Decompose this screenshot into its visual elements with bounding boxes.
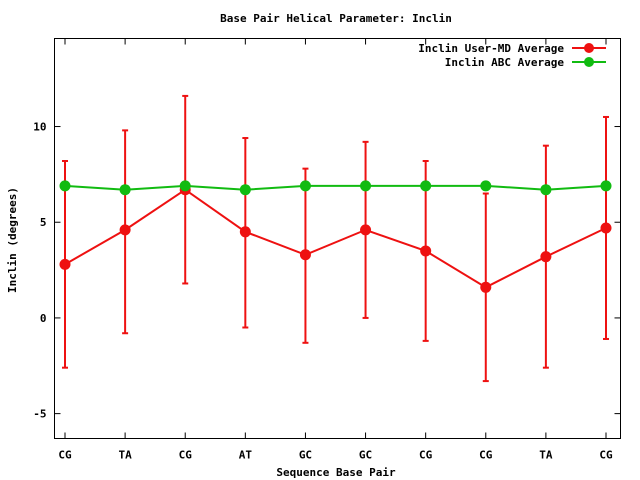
series-line <box>64 184 607 191</box>
x-tick-label: CG <box>179 449 193 462</box>
x-tick-label: TA <box>539 449 553 462</box>
data-point <box>480 180 492 192</box>
x-axis: CG TA CG AT GC GC CG CG TA CG <box>58 38 613 462</box>
data-point <box>239 184 251 196</box>
data-point <box>600 180 612 192</box>
data-point <box>299 180 311 192</box>
legend-entry-user-md: Inclin User-MD Average <box>418 42 606 55</box>
data-point <box>299 249 311 261</box>
legend-marker-abc <box>584 57 594 67</box>
legend: Inclin User-MD Average Inclin ABC Averag… <box>418 42 606 69</box>
data-point <box>540 184 552 196</box>
data-point <box>420 180 432 192</box>
legend-marker-user-md <box>584 43 594 53</box>
data-point <box>59 180 71 192</box>
plot-area-frame <box>54 38 621 439</box>
x-tick-label: TA <box>118 449 132 462</box>
data-point <box>480 281 492 293</box>
y-tick-label: 0 <box>40 312 47 325</box>
x-tick-label: GC <box>299 449 312 462</box>
x-tick-label: CG <box>479 449 493 462</box>
y-tick-label: 10 <box>33 121 46 134</box>
x-axis-label: Sequence Base Pair <box>276 466 396 479</box>
data-point <box>360 224 372 236</box>
y-axis-label: Inclin (degrees) <box>6 187 19 293</box>
y-tick-label: 5 <box>40 216 47 229</box>
series-0 <box>59 94 612 383</box>
y-axis: -5 0 5 10 <box>33 121 621 421</box>
series-1 <box>59 180 612 196</box>
data-point <box>540 251 552 263</box>
x-tick-label: CG <box>599 449 613 462</box>
x-tick-label: GC <box>359 449 372 462</box>
chart-title: Base Pair Helical Parameter: Inclin <box>220 12 452 25</box>
data-point <box>179 180 191 192</box>
data-point <box>600 222 612 234</box>
legend-entry-abc: Inclin ABC Average <box>445 56 606 69</box>
data-point <box>119 184 131 196</box>
x-tick-label: CG <box>419 449 433 462</box>
data-point <box>420 245 432 257</box>
data-point <box>119 224 131 236</box>
data-point <box>239 226 251 238</box>
legend-label-abc: Inclin ABC Average <box>445 56 565 69</box>
x-tick-label: CG <box>58 449 72 462</box>
data-point <box>360 180 372 192</box>
x-tick-label: AT <box>239 449 253 462</box>
y-tick-label: -5 <box>33 408 46 421</box>
legend-label-user-md: Inclin User-MD Average <box>418 42 564 55</box>
series-layer <box>59 94 612 383</box>
data-point <box>59 258 71 270</box>
series-line <box>64 188 607 289</box>
